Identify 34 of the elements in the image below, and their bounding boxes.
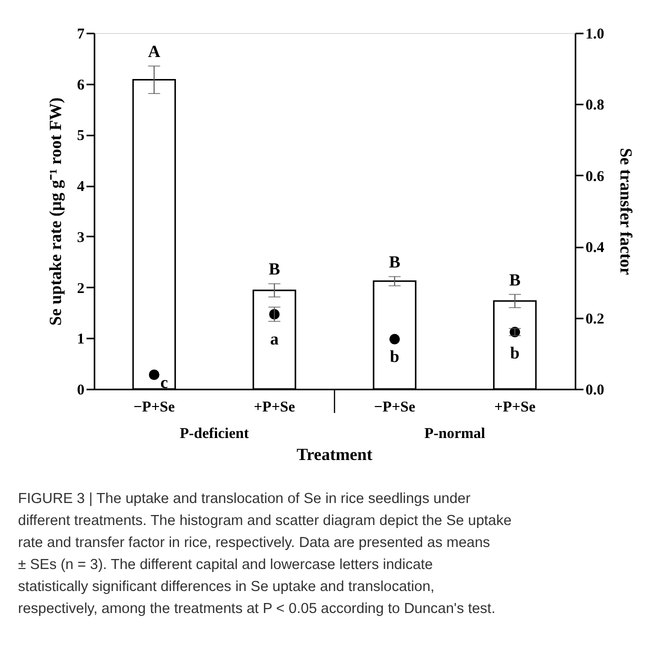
- text: P-deficient: [180, 426, 249, 442]
- annotation: A: [148, 42, 161, 62]
- y-tick-label: 7: [77, 26, 85, 42]
- annotation: B: [268, 260, 280, 279]
- y-tick-label: 2: [77, 280, 84, 297]
- y2-tick-label: 0.0: [586, 382, 604, 398]
- x-tick-label: +P+Se: [254, 400, 296, 416]
- y2-tick-label: 0.4: [586, 240, 605, 256]
- y-tick-label: 6: [77, 77, 85, 94]
- y2-tick-label: 0.2: [586, 311, 604, 328]
- point: [148, 370, 160, 380]
- point: [389, 334, 400, 344]
- y-tick-label: 4: [77, 179, 85, 196]
- annotation: b: [390, 347, 400, 366]
- y-tick-label: 3: [77, 230, 84, 246]
- annotation: a: [270, 329, 280, 348]
- y-tick-label: 0: [77, 382, 84, 398]
- x-tick-label: −P+Se: [133, 400, 176, 416]
- y2-tick-label: 0.6: [586, 168, 605, 185]
- y-tick-label: 5: [77, 128, 84, 144]
- annotation: c: [160, 372, 168, 392]
- y-axis-title: Se uptake rate (μg g⁻¹ root FW): [46, 97, 65, 326]
- annotation: B: [388, 252, 400, 272]
- text: P-normal: [424, 426, 486, 442]
- annotation: B: [509, 270, 521, 290]
- annotation: b: [510, 344, 520, 363]
- y2-axis-title: Se transfer factor: [616, 148, 636, 276]
- y-tick-label: 1: [77, 332, 84, 348]
- x-axis-title: Treatment: [296, 445, 373, 464]
- y2-tick-label: 1.0: [586, 26, 604, 42]
- x-tick-label: −P+Se: [374, 400, 416, 416]
- caption: FIGURE 3 | The uptake and translocation of Se in rice seedlings under different treatments. The histogram and scatter diagram depict the Se uptake rate and transfer factor in rice, respectively. Data are presented as means ± SEs (n = 3). The different capital and lowercase letters indicate statistically significant differences in Se uptake and translocation, respectively, among the treatments at P < 0.05 according to Duncan's test.: [18, 491, 512, 617]
- x-tick-label: +P+Se: [494, 400, 536, 416]
- y2-tick-label: 0.8: [586, 98, 604, 114]
